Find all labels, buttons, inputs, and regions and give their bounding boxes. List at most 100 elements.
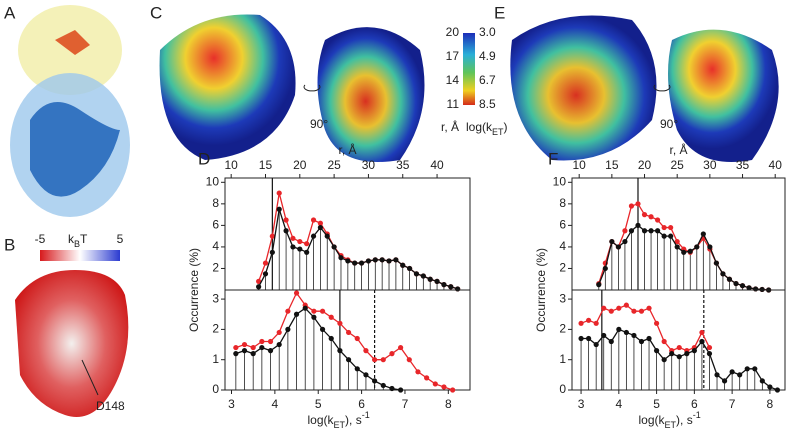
potential-max: 5 bbox=[117, 232, 124, 246]
data-point bbox=[259, 344, 265, 351]
data-point bbox=[276, 190, 282, 196]
x-tick-label: 4 bbox=[615, 397, 622, 411]
x-tick-label: 10 bbox=[573, 158, 587, 172]
potential-label-part: T bbox=[80, 232, 88, 246]
data-point bbox=[276, 329, 282, 336]
y-tick-label: 10 bbox=[553, 174, 567, 188]
data-point bbox=[699, 329, 705, 336]
y-tick-label: 4 bbox=[559, 239, 566, 253]
data-point bbox=[578, 335, 584, 342]
data-point bbox=[352, 260, 358, 266]
x-tick-label: 10 bbox=[224, 158, 238, 172]
data-point bbox=[691, 348, 697, 354]
data-point bbox=[578, 320, 584, 326]
x-axis-label-part: ), s bbox=[345, 413, 362, 427]
colorbar-r-label: r, Å bbox=[441, 119, 459, 134]
data-point bbox=[616, 305, 622, 311]
data-point bbox=[241, 348, 248, 354]
data-point bbox=[774, 387, 781, 393]
plot-frame bbox=[224, 289, 471, 391]
data-point bbox=[285, 308, 291, 314]
data-point bbox=[706, 351, 713, 357]
data-point bbox=[608, 338, 614, 345]
data-point bbox=[400, 262, 406, 268]
data-point bbox=[302, 305, 308, 311]
data-point bbox=[380, 382, 386, 389]
data-point bbox=[767, 384, 773, 390]
data-point bbox=[752, 366, 758, 372]
data-point bbox=[256, 284, 262, 290]
x-axis-label: r, Å bbox=[338, 142, 356, 157]
data-point bbox=[661, 233, 667, 239]
colorbar-k-tick: 3.0 bbox=[479, 25, 496, 39]
data-point bbox=[668, 233, 674, 239]
data-point bbox=[616, 326, 622, 332]
data-point bbox=[661, 357, 667, 363]
data-point bbox=[601, 332, 607, 339]
data-point bbox=[262, 271, 269, 277]
rotation-label: 90° bbox=[660, 117, 678, 131]
data-point bbox=[267, 348, 274, 354]
residue-label: D148 bbox=[96, 399, 125, 413]
data-point bbox=[720, 271, 726, 277]
x-tick-label: 40 bbox=[769, 158, 783, 172]
data-point bbox=[654, 228, 661, 234]
x-tick-label: 4 bbox=[272, 397, 279, 411]
rotation-label: 90° bbox=[310, 117, 328, 131]
x-tick-label: 7 bbox=[729, 397, 736, 411]
potential-min: -5 bbox=[35, 232, 46, 246]
data-point bbox=[406, 357, 412, 363]
x-axis-label-part: -1 bbox=[362, 410, 370, 420]
x-tick-label: 30 bbox=[703, 158, 717, 172]
colorbar-k-label-part: log(k bbox=[466, 120, 493, 134]
data-point bbox=[283, 228, 289, 234]
potential-label: kBT bbox=[68, 232, 88, 249]
x-axis-label-part: log(k bbox=[308, 413, 335, 427]
data-point bbox=[729, 369, 735, 375]
data-point bbox=[372, 257, 378, 263]
data-point bbox=[441, 384, 447, 390]
x-axis-label: r, Å bbox=[669, 142, 687, 157]
colorbar-k-label: log(kET) bbox=[466, 120, 508, 137]
data-point bbox=[415, 369, 421, 375]
data-point bbox=[623, 302, 629, 308]
y-tick-label: 4 bbox=[212, 239, 219, 253]
data-point bbox=[310, 217, 317, 223]
data-point bbox=[700, 231, 706, 237]
x-tick-label: 30 bbox=[362, 158, 376, 172]
data-point bbox=[699, 338, 705, 345]
y-tick-label: 6 bbox=[212, 218, 219, 232]
data-point bbox=[338, 255, 344, 261]
data-point bbox=[290, 244, 296, 250]
data-point bbox=[386, 258, 392, 264]
data-point bbox=[661, 338, 667, 345]
data-point bbox=[622, 238, 628, 245]
data-point bbox=[285, 326, 291, 332]
x-axis-label-part: ET bbox=[665, 420, 677, 428]
data-point bbox=[450, 387, 456, 393]
data-point bbox=[317, 224, 323, 231]
data-point bbox=[319, 326, 326, 332]
data-point bbox=[297, 238, 303, 245]
data-point bbox=[641, 212, 648, 218]
data-point bbox=[615, 244, 621, 250]
panel-label: F bbox=[548, 149, 558, 168]
data-point bbox=[593, 320, 599, 326]
y-tick-label: 2 bbox=[559, 261, 566, 275]
x-tick-label: 7 bbox=[402, 397, 409, 411]
data-point bbox=[707, 244, 713, 250]
data-point bbox=[721, 378, 728, 384]
y-tick-label: 3 bbox=[559, 291, 566, 305]
data-point bbox=[628, 203, 635, 209]
x-tick-label: 6 bbox=[691, 397, 698, 411]
data-point bbox=[413, 271, 420, 277]
panel-a-structure bbox=[10, 5, 130, 217]
data-point bbox=[250, 351, 256, 357]
data-point bbox=[646, 305, 652, 311]
x-tick-label: 25 bbox=[327, 158, 341, 172]
data-point bbox=[622, 228, 628, 234]
data-point bbox=[304, 241, 310, 247]
data-point bbox=[593, 341, 599, 348]
series-line bbox=[258, 209, 458, 290]
data-point bbox=[250, 344, 256, 351]
